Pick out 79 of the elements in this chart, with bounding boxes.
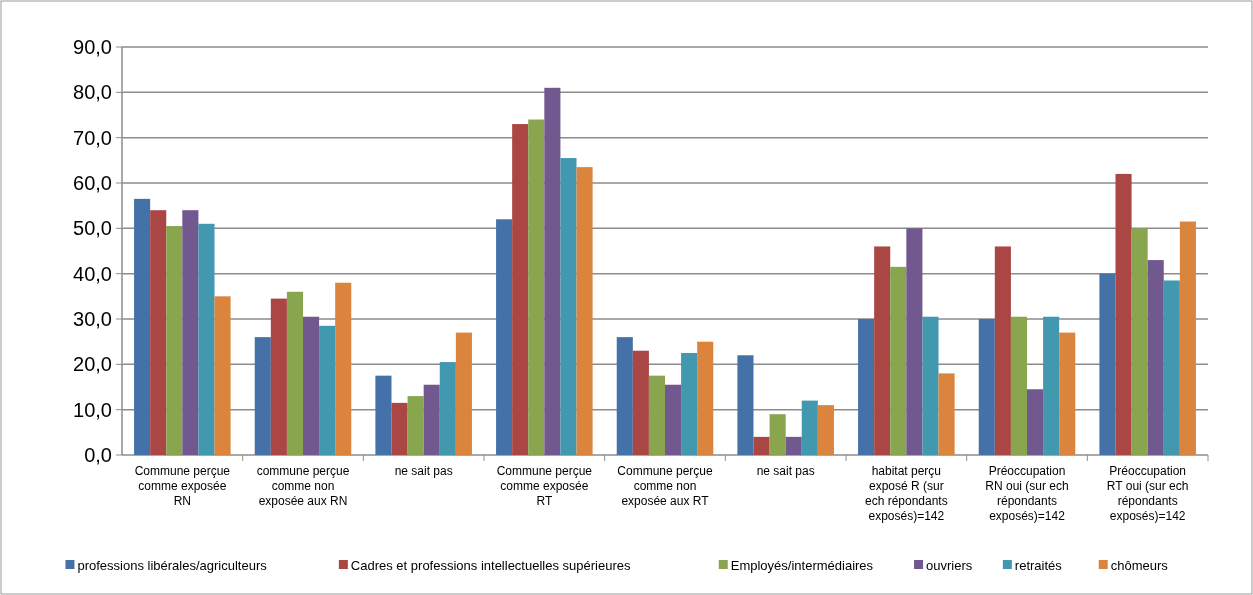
y-tick-label: 60,0 bbox=[73, 172, 112, 194]
legend-label: professions libérales/agriculteurs bbox=[77, 557, 268, 573]
bar bbox=[858, 319, 875, 455]
y-tick-label: 70,0 bbox=[73, 126, 112, 149]
bar bbox=[1115, 173, 1132, 455]
bar bbox=[753, 436, 770, 455]
x-tick-label: Préoccupation RT oui (sur ech répondants exposés)=142 bbox=[1106, 464, 1189, 523]
bar bbox=[528, 119, 545, 455]
legend-label: Cadres et professions intellectuelles supérieures bbox=[350, 557, 631, 573]
bar bbox=[439, 362, 456, 455]
y-tick-label: 10,0 bbox=[73, 398, 112, 421]
bar bbox=[994, 246, 1011, 455]
x-tick-label: Commune perçue comme exposée RT bbox=[496, 464, 593, 508]
bar bbox=[922, 316, 939, 455]
x-tick-label: commune perçue comme non exposée aux RN bbox=[256, 464, 350, 508]
bar bbox=[335, 282, 352, 455]
bar bbox=[560, 158, 577, 455]
bar bbox=[544, 87, 561, 455]
x-tick-label: Commune perçue comme exposée RN bbox=[134, 464, 231, 508]
bar bbox=[1099, 273, 1116, 455]
y-tick-label: 0,0 bbox=[84, 444, 112, 466]
bar bbox=[150, 210, 167, 455]
y-tick-label: 80,0 bbox=[73, 81, 112, 104]
bar bbox=[423, 384, 440, 455]
bar bbox=[134, 198, 151, 455]
bar bbox=[737, 355, 754, 455]
legend-label: ouvriers bbox=[926, 557, 973, 573]
bar bbox=[198, 223, 215, 455]
legend-label: Employés/intermédiaires bbox=[730, 557, 874, 573]
bar bbox=[270, 298, 287, 455]
bar bbox=[1131, 228, 1148, 455]
bar bbox=[665, 384, 682, 455]
bar bbox=[1147, 260, 1164, 455]
x-tick-label: Préoccupation RN oui (sur ech répondants exposés)=142 bbox=[985, 464, 1069, 523]
x-tick-label: ne sait pas bbox=[756, 464, 815, 478]
bar bbox=[769, 414, 786, 455]
legend-label: chômeurs bbox=[1110, 557, 1169, 573]
bar bbox=[1059, 332, 1076, 455]
bar bbox=[1163, 280, 1180, 455]
bar bbox=[496, 219, 513, 455]
bar bbox=[254, 337, 271, 455]
bar bbox=[303, 316, 320, 455]
y-tick-label: 40,0 bbox=[73, 262, 112, 285]
bar bbox=[576, 167, 593, 455]
x-tick-label: habitat perçu exposé R (sur ech répondants exposés)=142 bbox=[864, 464, 948, 523]
bar bbox=[375, 375, 392, 455]
bar bbox=[455, 332, 472, 455]
y-tick-label: 50,0 bbox=[73, 217, 112, 240]
bar bbox=[890, 266, 907, 455]
bar bbox=[166, 226, 183, 455]
legend-label: retraités bbox=[1014, 557, 1063, 573]
bar bbox=[632, 350, 649, 455]
y-tick-label: 20,0 bbox=[73, 353, 112, 376]
bar bbox=[874, 246, 891, 455]
bar bbox=[616, 337, 633, 455]
bar bbox=[407, 396, 424, 455]
y-tick-label: 90,0 bbox=[73, 36, 112, 58]
bar bbox=[182, 210, 199, 455]
bar bbox=[938, 373, 955, 455]
bar bbox=[286, 291, 303, 455]
bar bbox=[906, 228, 923, 455]
bar bbox=[319, 325, 336, 455]
bar bbox=[817, 405, 834, 455]
bar bbox=[978, 319, 995, 455]
x-tick-label: ne sait pas bbox=[394, 464, 453, 478]
bar bbox=[1179, 221, 1196, 455]
bar bbox=[1027, 389, 1044, 455]
bar bbox=[1010, 316, 1027, 455]
bar bbox=[512, 124, 529, 455]
bar bbox=[648, 375, 665, 455]
bar bbox=[785, 436, 802, 455]
y-tick-label: 30,0 bbox=[73, 308, 112, 330]
bar bbox=[1043, 316, 1060, 455]
bar bbox=[681, 353, 698, 455]
bar bbox=[391, 402, 408, 455]
x-tick-label: Commune perçue comme non exposée aux RT bbox=[617, 464, 714, 508]
bar bbox=[214, 296, 231, 455]
bar bbox=[697, 341, 714, 455]
bar bbox=[801, 400, 818, 455]
